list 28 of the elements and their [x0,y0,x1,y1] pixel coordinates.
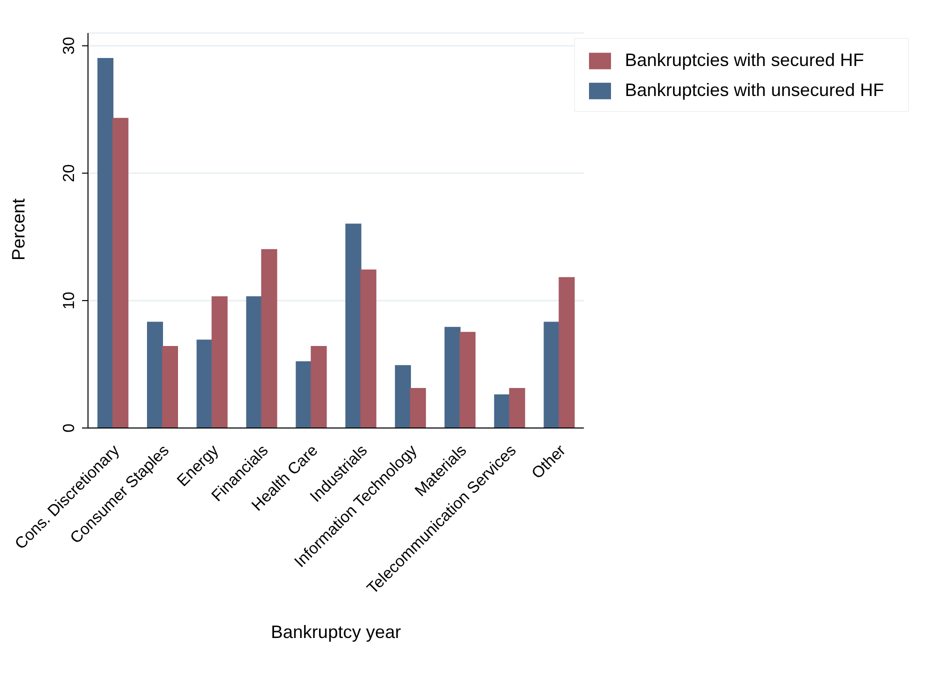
y-tick-label: 20 [61,164,78,182]
bar [345,224,362,428]
bar [212,296,228,428]
y-axis-title: Percent [8,198,28,260]
x-axis-title: Bankruptcy year [270,622,401,642]
bar [296,361,312,428]
bar [310,346,327,428]
bar [261,249,278,428]
bar [444,326,461,428]
legend-label: Bankruptcies with secured HF [624,50,864,70]
bar [196,340,213,428]
bar [509,388,526,428]
bar [558,277,575,428]
y-tick-label: 10 [61,292,78,310]
bar [460,332,476,428]
bar [360,270,376,428]
bar [494,394,510,428]
bar [147,322,164,428]
bar [410,388,426,428]
legend-label: Bankruptcies with unsecured HF [624,80,884,100]
bar [394,365,411,428]
bar [97,58,114,428]
bar [162,346,178,428]
bar [544,322,560,428]
y-tick-label: 0 [61,423,78,432]
bar [112,118,128,428]
bar [246,296,262,428]
y-tick-label: 30 [61,36,78,55]
